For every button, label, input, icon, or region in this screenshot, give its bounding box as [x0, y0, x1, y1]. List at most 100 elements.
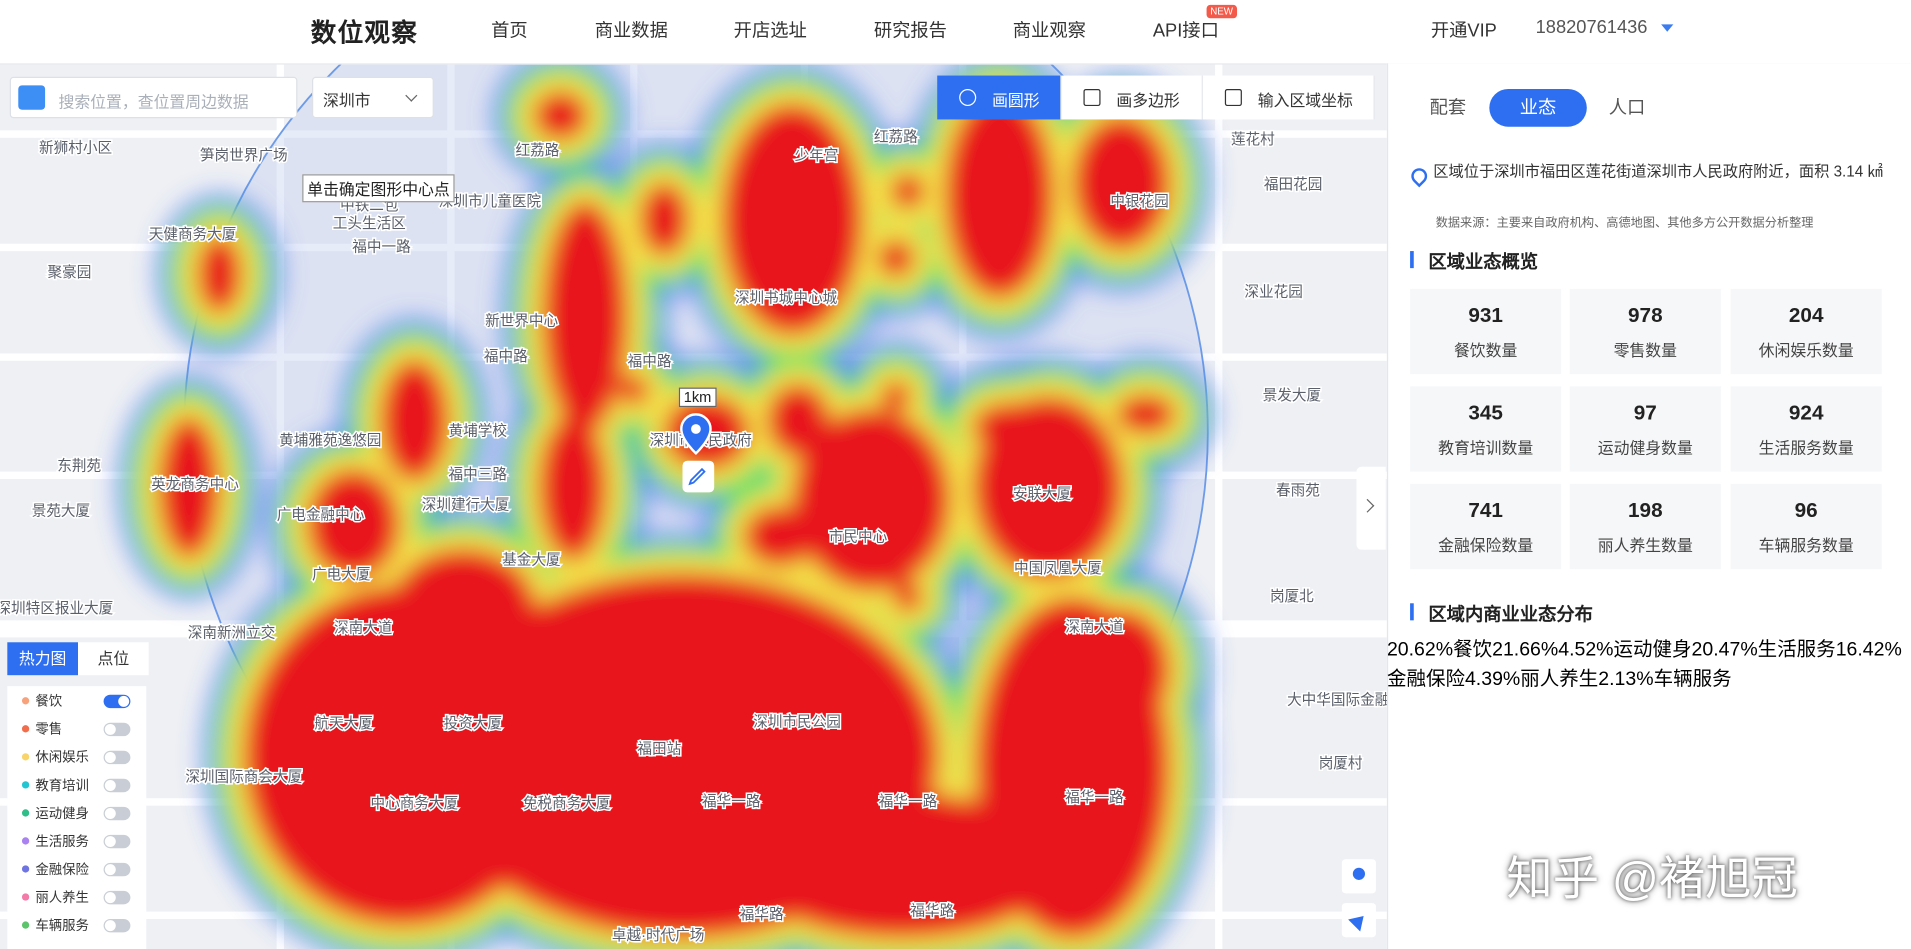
- hint-tooltip: 单击确定图形中心点: [302, 174, 455, 203]
- map-label: 大中华国际金融中心: [1287, 692, 1387, 709]
- panel-tab[interactable]: 业态: [1489, 88, 1587, 127]
- stat-value: 96: [1794, 498, 1818, 522]
- donut-chart: 20.62%餐饮21.66%4.52%运动健身20.47%生活服务16.42% 金…: [1387, 633, 1911, 692]
- draw-tool-label: 画多边形: [1116, 91, 1180, 110]
- donut-value-label: 21.66%: [1492, 639, 1559, 661]
- layer-tab[interactable]: 热力图: [7, 642, 78, 676]
- layer-name: 生活服务: [35, 834, 89, 850]
- panel-tab[interactable]: 人口: [1608, 97, 1646, 119]
- heat-blob: [1072, 609, 1170, 732]
- source-note: 数据来源：主要来自政府机构、高德地图、其他多方公开数据分析整理: [1435, 216, 1814, 231]
- vip-link[interactable]: 开通VIP: [1430, 20, 1497, 42]
- stat-value: 741: [1468, 498, 1503, 522]
- donut-value-label: 2.13%: [1598, 669, 1654, 690]
- stat-card: [1410, 483, 1562, 570]
- locate-dot: [1352, 867, 1365, 880]
- center-pin-dot: [691, 424, 701, 434]
- layer-switch-knob: [118, 695, 130, 707]
- map-label: 岗厦北: [1270, 588, 1314, 605]
- nav-item[interactable]: 商业数据: [594, 20, 668, 42]
- donut-category-label: 生活服务: [1757, 639, 1836, 661]
- heat-blob: [307, 469, 400, 579]
- draw-tool[interactable]: [937, 75, 1062, 120]
- search-icon: [18, 85, 46, 110]
- map-label: 莲花村: [1231, 131, 1275, 148]
- heat-blob: [619, 375, 649, 405]
- map-label: 深圳书城中心城: [735, 289, 838, 306]
- stat-label: 零售数量: [1613, 341, 1677, 360]
- map-label: 岗厦村: [1319, 755, 1363, 772]
- nav-item[interactable]: 研究报告: [873, 20, 947, 42]
- donut-category-label: 餐饮: [1453, 639, 1493, 661]
- nav-item[interactable]: 商业观察: [1012, 20, 1086, 42]
- stat-label: 丽人养生数量: [1597, 536, 1693, 555]
- map-label: 福田花园: [1264, 176, 1322, 193]
- map-label: 广电大厦: [312, 566, 371, 583]
- navigate-button[interactable]: [1341, 903, 1376, 938]
- heat-blob: [972, 402, 1051, 451]
- nav-item[interactable]: 开店选址: [733, 20, 807, 42]
- heat-blob: [1116, 394, 1175, 434]
- layer-dot: [21, 809, 30, 817]
- stat-card: [1569, 386, 1721, 472]
- donut-category-label: 车辆服务: [1653, 669, 1732, 690]
- nav-item[interactable]: API接口: [1152, 20, 1219, 42]
- map-label: 深圳国际商会大厦: [185, 768, 302, 785]
- donut-value-label: 16.42%: [1835, 639, 1902, 661]
- panel-toggle[interactable]: [1356, 466, 1386, 550]
- stat-card: [1730, 288, 1882, 375]
- map-label: 工头生活区: [333, 215, 406, 232]
- draw-tool[interactable]: [1202, 75, 1375, 120]
- map-label: 深圳市民公园: [753, 714, 841, 731]
- heat-blob: [533, 91, 588, 141]
- stat-card: [1730, 483, 1882, 570]
- heat-blob: [197, 235, 242, 314]
- layer-name: 餐饮: [35, 694, 63, 710]
- user-caret: [1661, 24, 1674, 32]
- layer-name: 休闲娱乐: [35, 750, 89, 766]
- map-label: 笋岗世界广场: [200, 147, 288, 164]
- map-label: 黄埔雅苑逸悠园: [279, 432, 381, 449]
- layer-dot: [21, 753, 30, 761]
- stat-value: 198: [1628, 498, 1663, 522]
- draw-tool-label: 画圆形: [992, 91, 1040, 110]
- layer-switch-knob: [104, 723, 116, 735]
- panel-tab[interactable]: 配套: [1429, 97, 1467, 119]
- stat-card: [1730, 386, 1882, 472]
- map-label: 中银花园: [1110, 193, 1168, 210]
- map-label: 景苑大厦: [32, 503, 91, 520]
- map-label: 深南大道: [334, 620, 393, 637]
- donut-value-label: 20.62%: [1386, 639, 1454, 661]
- stat-value: 931: [1468, 303, 1503, 327]
- section-title: 区域业态概览: [1428, 252, 1539, 273]
- map-label: 深业花园: [1244, 283, 1302, 300]
- map-label: 新狮村小区: [39, 140, 112, 157]
- user-account[interactable]: 18820761436: [1535, 17, 1648, 38]
- radius-label: 1km: [678, 387, 717, 408]
- layer-switch-knob: [104, 808, 116, 819]
- map-label: 东荆苑: [57, 458, 101, 475]
- layer-name: 运动健身: [35, 806, 89, 822]
- map-label: 新世界中心: [485, 313, 558, 330]
- search-box[interactable]: [9, 76, 298, 119]
- city-select[interactable]: [312, 76, 434, 119]
- stat-card: [1569, 288, 1721, 375]
- layer-name: 零售: [35, 722, 63, 738]
- map-label: 景发大厦: [1263, 387, 1322, 404]
- draw-tool-label: 输入区域坐标: [1257, 91, 1353, 110]
- map-label: 福中路: [484, 348, 528, 365]
- new-badge: NEW: [1206, 4, 1237, 19]
- heat-blob: [1072, 115, 1170, 250]
- heat-blob: [542, 201, 628, 433]
- header: [0, 0, 1911, 65]
- map-label: 深圳市儿童医院: [439, 192, 542, 210]
- heat-blob: [743, 505, 817, 567]
- layer-tab[interactable]: 点位: [78, 642, 149, 676]
- draw-tool[interactable]: [1061, 75, 1203, 120]
- nav-item[interactable]: 首页: [491, 20, 528, 42]
- heat-blob: [158, 416, 220, 559]
- stat-label: 教育培训数量: [1438, 438, 1534, 458]
- search-placeholder: 搜索位置，查位置周边数据: [58, 92, 249, 111]
